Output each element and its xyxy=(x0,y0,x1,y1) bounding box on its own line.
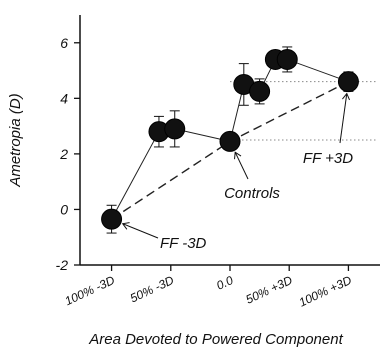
data-point-8 xyxy=(337,71,359,93)
y-tick-label: 6 xyxy=(60,35,68,51)
y-tick-label: 2 xyxy=(59,146,68,162)
x-tick-label: 100% +3D xyxy=(297,273,354,310)
annotation-arrow-head xyxy=(121,222,130,230)
data-point-5 xyxy=(249,80,271,102)
x-tick-label: 50% +3D xyxy=(244,273,295,307)
x-tick-label: 0.0 xyxy=(214,273,235,293)
annotation-arrow xyxy=(234,151,249,180)
x-tick-label: 100% -3D xyxy=(63,273,118,308)
data-point-7 xyxy=(276,48,298,70)
y-tick-label: -2 xyxy=(56,257,69,273)
annotation-arrow xyxy=(122,223,159,239)
annotation-label: Controls xyxy=(224,185,280,202)
data-point-2 xyxy=(164,118,186,140)
data-point-0 xyxy=(101,208,123,230)
annotation-label: FF -3D xyxy=(160,235,207,252)
annotation-arrow xyxy=(339,93,348,144)
annotation-label: FF +3D xyxy=(303,150,353,167)
annotation-arrow-head xyxy=(234,151,242,160)
y-axis-title: Ametropia (D) xyxy=(7,93,24,187)
x-tick-label: 50% -3D xyxy=(128,273,177,306)
data-point-3 xyxy=(219,130,241,152)
annotation-arrow-head xyxy=(342,92,350,101)
x-axis-title: Area Devoted to Powered Component xyxy=(88,331,343,348)
y-tick-label: 0 xyxy=(60,201,68,217)
y-tick-label: 4 xyxy=(60,90,68,106)
